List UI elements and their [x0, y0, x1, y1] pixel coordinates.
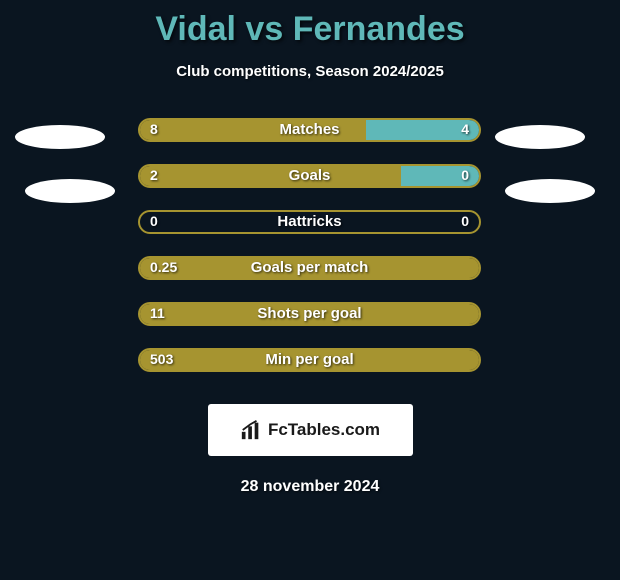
stat-label: Matches [138, 121, 481, 138]
stat-value-left: 8 [150, 121, 158, 137]
stat-value-left: 503 [150, 351, 173, 367]
stat-label: Goals per match [138, 259, 481, 276]
stats-comparison-list: Matches84Goals20Hattricks00Goals per mat… [0, 118, 620, 394]
stat-value-left: 0.25 [150, 259, 177, 275]
page-title: Vidal vs Fernandes [0, 0, 620, 49]
stat-value-right: 0 [461, 167, 469, 183]
brand-text: FcTables.com [268, 420, 380, 440]
stat-label: Hattricks [138, 213, 481, 230]
date-text: 28 november 2024 [0, 478, 620, 496]
stat-value-left: 0 [150, 213, 158, 229]
fctables-logo-icon [240, 419, 262, 441]
stat-value-left: 2 [150, 167, 158, 183]
source-badge: FcTables.com [208, 404, 413, 456]
stat-row: Goals2 0 [0, 164, 620, 210]
stat-value-right: 0 [461, 213, 469, 229]
stat-row: Goals per match0.25 [0, 256, 620, 302]
stat-label: Shots per goal [138, 305, 481, 322]
stat-row: Min per goal503 [0, 348, 620, 394]
stat-row: Matches8 4 [0, 118, 620, 164]
stat-label: Min per goal [138, 351, 481, 368]
stat-row: Hattricks0 0 [0, 210, 620, 256]
stat-value-left: 11 [150, 305, 165, 321]
subtitle: Club competitions, Season 2024/2025 [0, 63, 620, 80]
stat-row: Shots per goal11 [0, 302, 620, 348]
stat-value-right: 4 [461, 121, 469, 137]
stat-label: Goals [138, 167, 481, 184]
